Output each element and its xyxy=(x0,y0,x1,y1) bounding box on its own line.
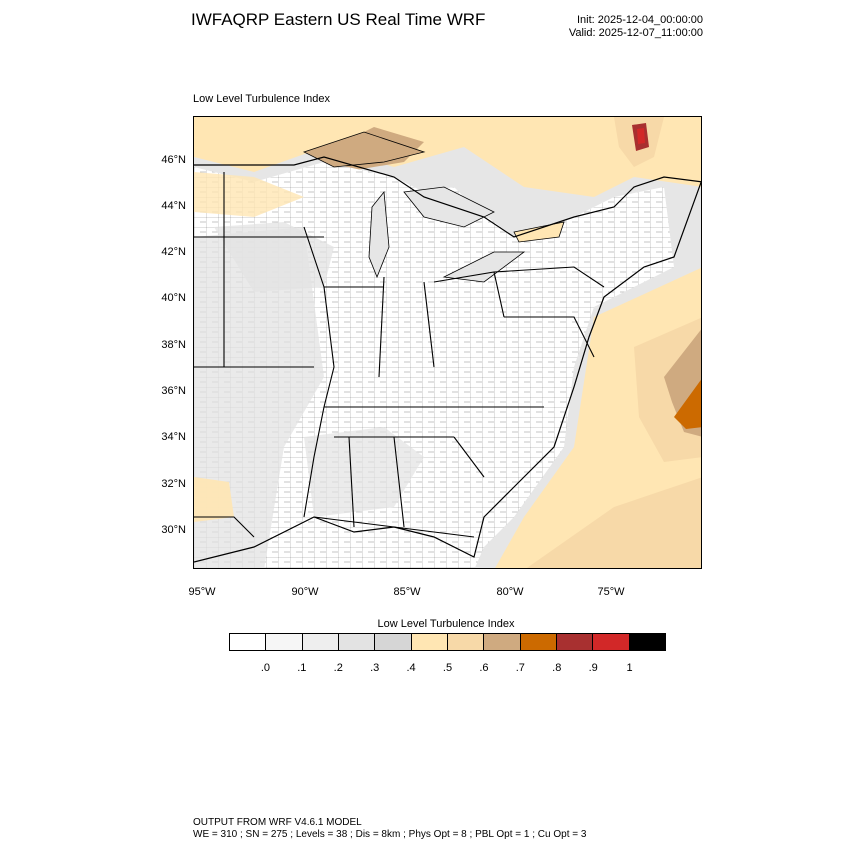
model-version: OUTPUT FROM WRF V4.6.1 MODEL xyxy=(193,817,362,828)
map-subtitle: Low Level Turbulence Index xyxy=(193,93,330,105)
colorbar-label: .8 xyxy=(552,662,562,674)
colorbar-swatch xyxy=(556,634,594,650)
canada-border xyxy=(194,156,701,238)
page-title: IWFAQRP Eastern US Real Time WRF xyxy=(191,10,486,29)
coastline xyxy=(194,180,701,563)
lat-label-44: 44°N xyxy=(161,200,186,212)
map-canvas xyxy=(194,117,701,568)
colorbar-swatch xyxy=(230,634,267,650)
run-timestamps: Init: 2025-12-04_00:00:00 Valid: 2025-12… xyxy=(569,14,703,40)
colorbar-label: .2 xyxy=(333,662,343,674)
lat-label-42: 42°N xyxy=(161,246,186,258)
lat-label-32: 32°N xyxy=(161,478,186,490)
lake-huron xyxy=(403,186,495,228)
colorbar-label: .3 xyxy=(370,662,380,674)
lon-label-80: 80°W xyxy=(496,586,524,598)
lon-label-90: 90°W xyxy=(291,586,319,598)
colorbar-swatch xyxy=(593,634,630,650)
upper-midwest-tan xyxy=(194,172,304,217)
colorbar-title: Low Level Turbulence Index xyxy=(377,618,515,630)
colorbar-swatch xyxy=(302,634,339,650)
lon-label-75: 75°W xyxy=(597,586,625,598)
atlantic-band xyxy=(526,477,701,568)
lake-superior xyxy=(302,131,426,168)
gulf-gray-field xyxy=(304,427,424,517)
lake-erie xyxy=(442,251,526,283)
colorbar-swatch xyxy=(520,634,557,650)
lat-label-34: 34°N xyxy=(161,431,186,443)
colorbar-label: .5 xyxy=(442,662,453,674)
colorbar-swatch xyxy=(338,634,376,650)
colorbar-label: .1 xyxy=(297,662,307,674)
valid-time: Valid: 2025-12-07_11:00:00 xyxy=(568,27,703,39)
state-boundaries xyxy=(194,172,605,538)
lat-label-30: 30°N xyxy=(161,524,186,536)
lake-michigan xyxy=(368,190,390,279)
iowa-gray-field xyxy=(214,222,334,292)
colorbar-label: .0 xyxy=(260,662,270,674)
lon-label-95: 95°W xyxy=(188,586,216,598)
init-time: Init: 2025-12-04_00:00:00 xyxy=(577,14,703,26)
colorbar-swatch xyxy=(266,634,303,650)
colorbar-label: .6 xyxy=(479,662,489,674)
colorbar-label: .4 xyxy=(406,662,416,674)
colorbar-swatch xyxy=(484,634,521,650)
lat-label-38: 38°N xyxy=(161,339,186,351)
colorbar-label: .9 xyxy=(588,662,598,674)
atlantic-turbulence-peak xyxy=(674,379,701,429)
canada-peak xyxy=(637,128,645,144)
colorbar-label: 1 xyxy=(626,662,633,674)
colorbar-swatch xyxy=(629,634,665,650)
turbulence-map xyxy=(193,116,702,569)
model-info: OUTPUT FROM WRF V4.6.1 MODEL WE = 310 ; … xyxy=(193,817,586,841)
model-settings: WE = 310 ; SN = 275 ; Levels = 38 ; Dis … xyxy=(193,829,587,840)
colorbar-swatch xyxy=(411,634,448,650)
lon-label-85: 85°W xyxy=(393,586,421,598)
colorbar xyxy=(229,633,666,651)
colorbar-label: .7 xyxy=(515,662,525,674)
texas-tan xyxy=(194,477,234,522)
colorbar-swatch xyxy=(375,634,412,650)
lat-label-40: 40°N xyxy=(161,292,186,304)
canada-turbulence xyxy=(194,117,701,197)
lat-label-46: 46°N xyxy=(161,154,186,166)
colorbar-swatch xyxy=(447,634,485,650)
lat-label-36: 36°N xyxy=(161,385,186,397)
